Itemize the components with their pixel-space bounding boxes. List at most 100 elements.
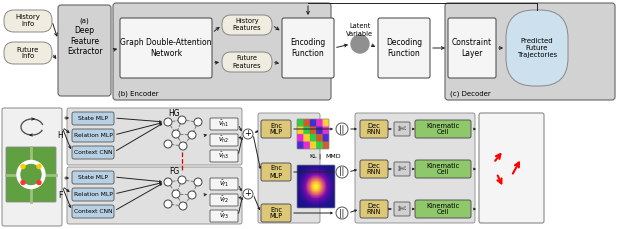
FancyBboxPatch shape: [2, 108, 62, 226]
Circle shape: [179, 142, 187, 150]
Circle shape: [336, 123, 348, 135]
Text: Kinematic
Cell: Kinematic Cell: [426, 202, 460, 215]
Text: (b) Encoder: (b) Encoder: [118, 90, 159, 97]
FancyBboxPatch shape: [394, 202, 410, 216]
FancyBboxPatch shape: [4, 42, 52, 64]
FancyBboxPatch shape: [72, 112, 114, 125]
Circle shape: [37, 180, 41, 185]
Text: $\bar{v}_{h2}$: $\bar{v}_{h2}$: [218, 135, 230, 145]
Circle shape: [21, 180, 25, 185]
Circle shape: [243, 129, 253, 139]
FancyBboxPatch shape: [258, 113, 320, 223]
Circle shape: [179, 202, 187, 210]
Text: $\bar{v}_{h1}$: $\bar{v}_{h1}$: [218, 119, 230, 129]
Text: $\bar{v}_{f2}$: $\bar{v}_{f2}$: [219, 195, 229, 205]
Text: Deep
Feature
Extractor: Deep Feature Extractor: [67, 26, 102, 56]
FancyBboxPatch shape: [58, 5, 111, 96]
Circle shape: [164, 118, 172, 126]
Text: ✄: ✄: [398, 164, 406, 174]
Text: History
Info: History Info: [15, 14, 40, 27]
Circle shape: [194, 118, 202, 126]
FancyBboxPatch shape: [210, 194, 238, 206]
Text: Context CNN: Context CNN: [74, 209, 112, 214]
Text: +: +: [244, 130, 252, 139]
FancyBboxPatch shape: [394, 162, 410, 176]
Text: F: F: [59, 191, 63, 201]
Text: $\bar{v}_{f1}$: $\bar{v}_{f1}$: [219, 179, 229, 189]
Text: Predicted
Future
Trajectories: Predicted Future Trajectories: [517, 38, 557, 58]
Text: Enc
MLP: Enc MLP: [269, 166, 283, 178]
FancyBboxPatch shape: [4, 10, 52, 32]
FancyBboxPatch shape: [222, 15, 272, 35]
FancyBboxPatch shape: [261, 120, 291, 138]
FancyBboxPatch shape: [394, 122, 410, 136]
Text: Constraint
Layer: Constraint Layer: [452, 38, 492, 58]
Circle shape: [178, 176, 186, 184]
FancyBboxPatch shape: [415, 160, 471, 178]
Text: Encoding
Function: Encoding Function: [291, 38, 326, 58]
FancyBboxPatch shape: [360, 200, 388, 218]
Text: H: H: [57, 131, 63, 141]
Circle shape: [188, 191, 196, 199]
Text: KL: KL: [309, 153, 317, 158]
Text: Relation MLP: Relation MLP: [74, 192, 113, 197]
Text: Kinematic
Cell: Kinematic Cell: [426, 123, 460, 136]
Circle shape: [351, 35, 369, 53]
Text: Graph Double-Attention
Network: Graph Double-Attention Network: [120, 38, 212, 58]
Text: |: |: [318, 153, 320, 159]
Text: History
Features: History Features: [233, 19, 261, 32]
Circle shape: [21, 164, 25, 169]
Text: +: +: [244, 190, 252, 199]
FancyBboxPatch shape: [113, 3, 331, 100]
Text: State MLP: State MLP: [78, 116, 108, 121]
Text: MMD: MMD: [325, 153, 340, 158]
Text: Enc
MLP: Enc MLP: [269, 207, 283, 220]
Text: ✄: ✄: [398, 124, 406, 134]
FancyBboxPatch shape: [222, 52, 272, 72]
Text: Dec
RNN: Dec RNN: [367, 163, 381, 175]
Text: ||: ||: [339, 208, 344, 218]
Circle shape: [172, 130, 180, 138]
FancyBboxPatch shape: [378, 18, 430, 78]
FancyBboxPatch shape: [72, 129, 114, 142]
Circle shape: [336, 166, 348, 178]
Circle shape: [164, 200, 172, 208]
FancyBboxPatch shape: [360, 120, 388, 138]
FancyBboxPatch shape: [282, 18, 334, 78]
Text: (c) Decoder: (c) Decoder: [450, 90, 491, 97]
Circle shape: [243, 189, 253, 199]
FancyBboxPatch shape: [210, 178, 238, 190]
FancyBboxPatch shape: [355, 113, 475, 223]
Text: Future
Features: Future Features: [233, 55, 261, 68]
FancyBboxPatch shape: [448, 18, 496, 78]
Text: (a): (a): [79, 18, 90, 24]
Circle shape: [164, 140, 172, 148]
FancyBboxPatch shape: [6, 147, 56, 202]
FancyBboxPatch shape: [72, 205, 114, 218]
Circle shape: [188, 131, 196, 139]
Circle shape: [178, 116, 186, 124]
Circle shape: [17, 161, 45, 188]
Text: HG: HG: [168, 109, 180, 117]
FancyBboxPatch shape: [210, 134, 238, 146]
Text: Dec
RNN: Dec RNN: [367, 202, 381, 215]
Text: Decoding
Function: Decoding Function: [386, 38, 422, 58]
FancyBboxPatch shape: [67, 108, 242, 165]
FancyBboxPatch shape: [360, 160, 388, 178]
Text: Context CNN: Context CNN: [74, 150, 112, 155]
Circle shape: [21, 164, 41, 185]
Text: Future
Info: Future Info: [17, 46, 39, 60]
FancyBboxPatch shape: [210, 210, 238, 222]
Text: Dec
RNN: Dec RNN: [367, 123, 381, 136]
FancyBboxPatch shape: [210, 118, 238, 130]
Text: ||: ||: [339, 167, 344, 177]
FancyBboxPatch shape: [506, 10, 568, 86]
FancyBboxPatch shape: [72, 171, 114, 184]
FancyBboxPatch shape: [445, 3, 615, 100]
Text: $\bar{v}_{f3}$: $\bar{v}_{f3}$: [219, 211, 229, 221]
Circle shape: [172, 190, 180, 198]
FancyBboxPatch shape: [72, 146, 114, 159]
FancyBboxPatch shape: [479, 113, 544, 223]
FancyBboxPatch shape: [67, 167, 242, 224]
Text: Latent
Variable: Latent Variable: [346, 24, 374, 36]
